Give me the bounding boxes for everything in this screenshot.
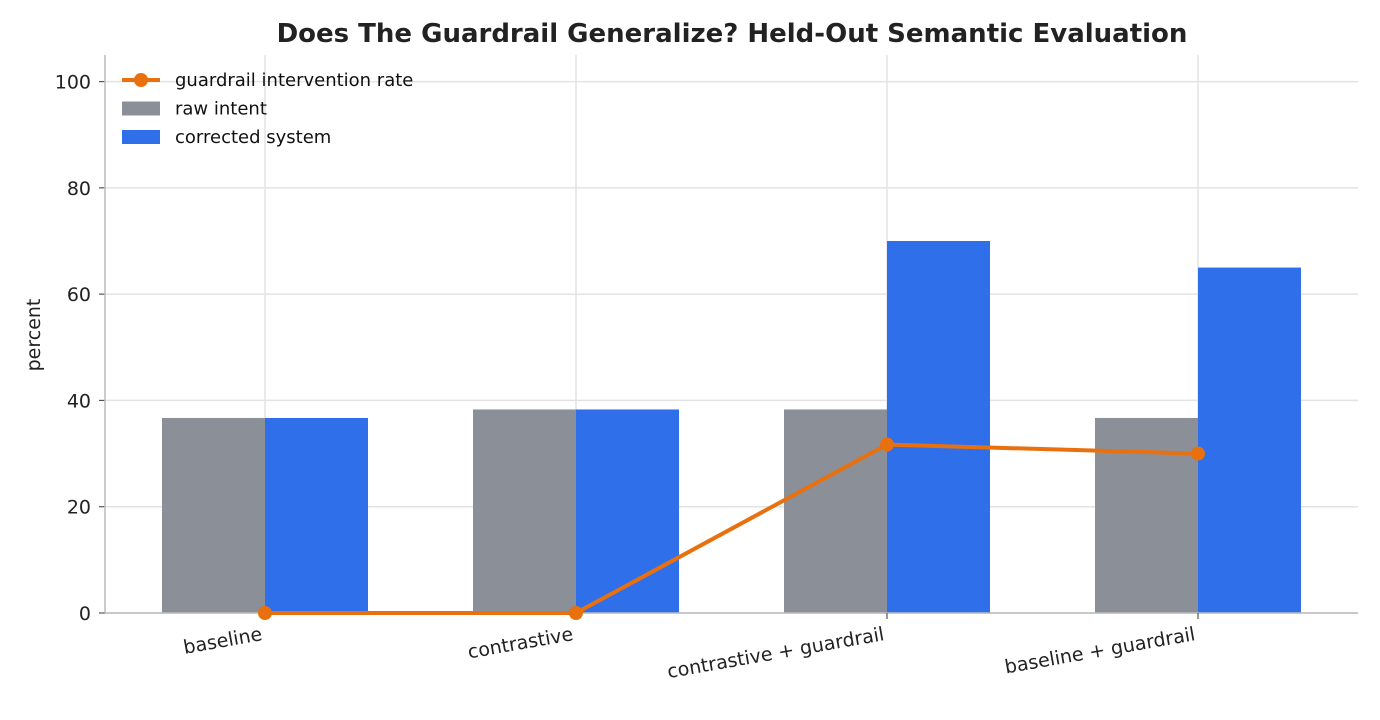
- line-point: [880, 437, 894, 452]
- bar-raw-intent: [162, 417, 265, 613]
- bar-corrected-system: [887, 241, 990, 613]
- y-tick-label: 40: [67, 390, 91, 412]
- legend: guardrail intervention rate raw intent cor…: [122, 70, 413, 148]
- bar-corrected-system: [1198, 267, 1301, 613]
- line-series: [258, 437, 1205, 620]
- bar-raw-intent: [473, 409, 576, 613]
- x-tick-label: baseline + guardrail: [1003, 623, 1197, 678]
- line-guardrail-intervention-rate: [265, 442, 1199, 615]
- legend-swatch-marker: [134, 73, 148, 87]
- legend-label: corrected system: [175, 127, 331, 148]
- bar-raw-intent: [784, 409, 887, 613]
- y-tick-label: 100: [55, 72, 91, 94]
- legend-label: guardrail intervention rate: [175, 70, 413, 91]
- x-tick-labels: baseline contrastive contrastive + guardra…: [182, 623, 1197, 683]
- legend-swatch-bar: [122, 130, 160, 144]
- bars: [162, 241, 1301, 613]
- y-tick-label: 80: [67, 178, 91, 200]
- bar-raw-intent: [1095, 417, 1198, 613]
- legend-swatch-bar: [122, 101, 160, 116]
- y-tick-label: 20: [67, 497, 91, 519]
- y-axis-label: percent: [23, 299, 45, 372]
- legend-label: raw intent: [175, 99, 267, 120]
- line-point: [569, 606, 583, 620]
- y-tick-label: 0: [79, 603, 91, 625]
- x-tick-label: contrastive: [466, 623, 575, 663]
- x-tick-label: contrastive + guardrail: [666, 623, 886, 683]
- y-tick-labels: 0 20 40 60 80 100: [55, 72, 91, 625]
- line-point: [1191, 446, 1205, 461]
- bar-corrected-system: [265, 417, 368, 613]
- line-point: [258, 606, 272, 620]
- x-tick-label: baseline: [182, 623, 264, 658]
- chart-title: Does The Guardrail Generalize? Held-Out …: [277, 19, 1188, 49]
- y-tick-label: 60: [67, 284, 91, 306]
- bar-corrected-system: [576, 409, 679, 613]
